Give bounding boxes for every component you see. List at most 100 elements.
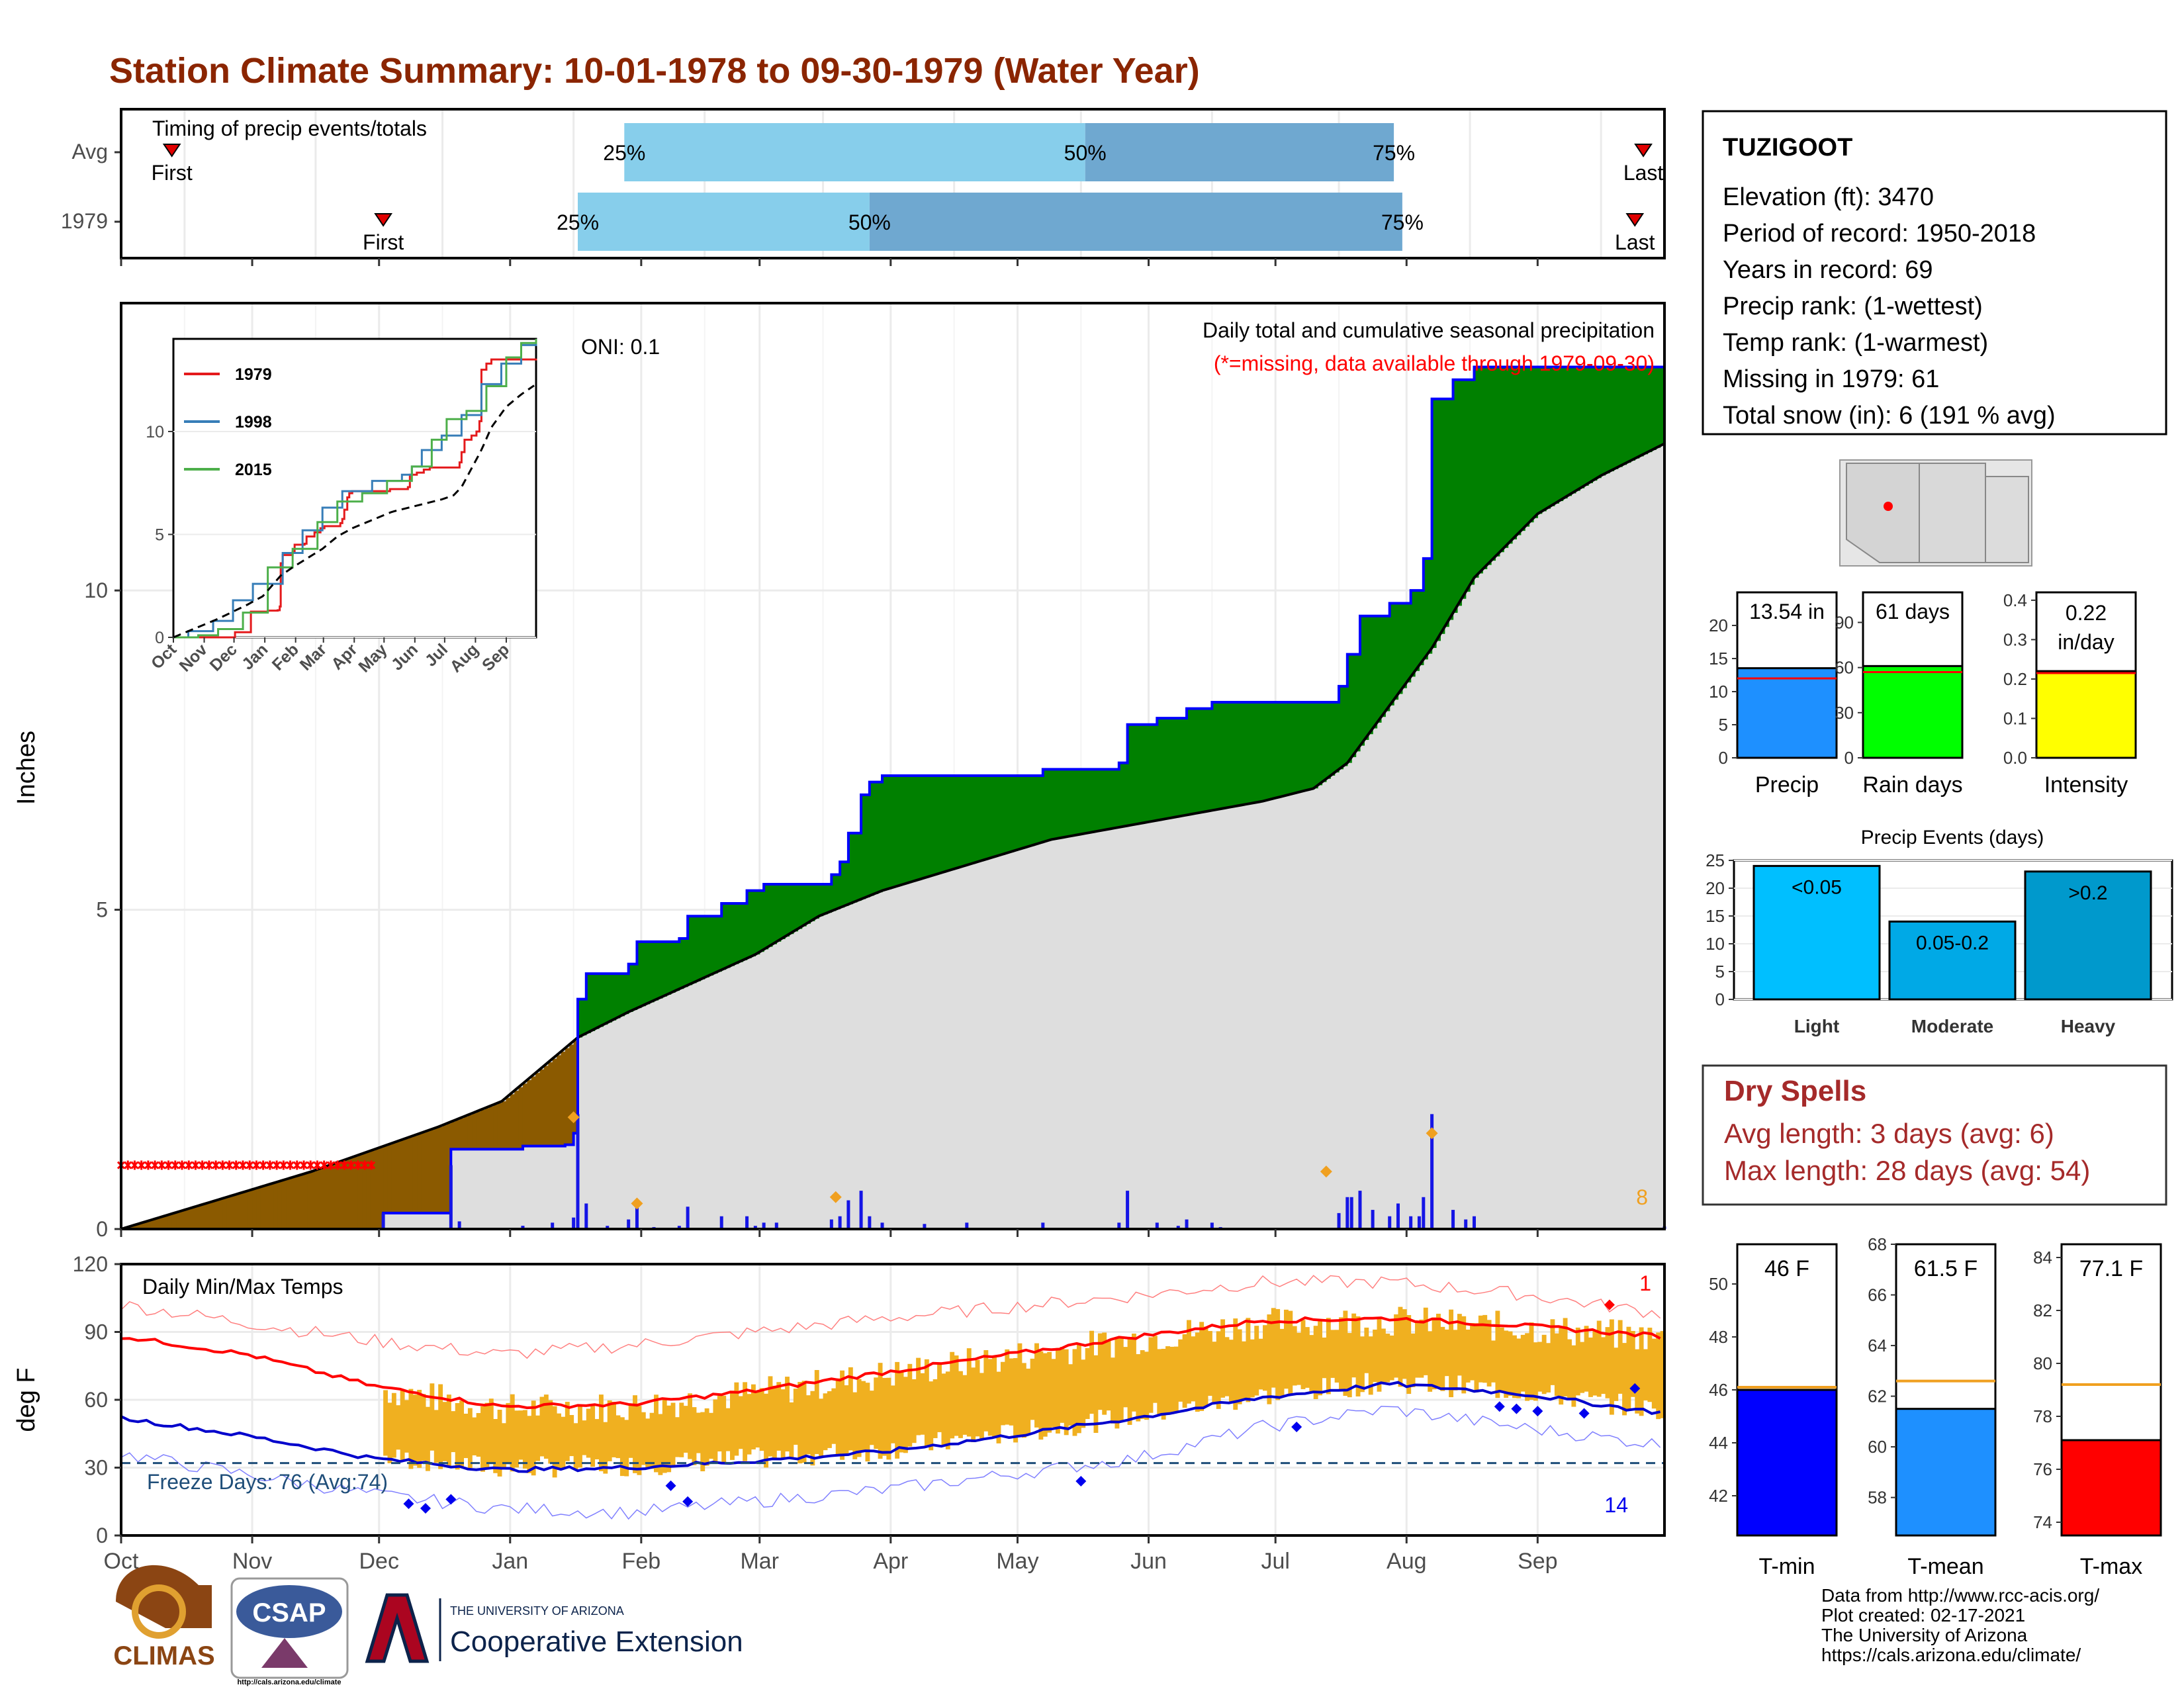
deficit-segment [463, 1117, 469, 1150]
surplus-segment [1520, 367, 1525, 531]
first-event-label: First [363, 230, 404, 254]
last-event-marker [1625, 213, 1645, 227]
surplus-segment [662, 941, 667, 997]
dry-spells-max: Max length: 28 days (avg: 54) [1724, 1155, 2090, 1186]
mini-bar-value: 0.22 [2066, 601, 2107, 625]
surplus-segment [1228, 702, 1234, 807]
daily-temp-bar [704, 1408, 709, 1466]
missing-data-marker [144, 1160, 152, 1170]
daily-temp-bar [1038, 1351, 1044, 1440]
daily-temp-bar [937, 1364, 942, 1432]
deficit-segment [476, 1111, 481, 1150]
daily-precip-bar [1371, 1210, 1375, 1229]
daily-precip-bar [745, 1216, 749, 1229]
daily-temp-bar [1465, 1329, 1471, 1383]
surplus-segment [945, 775, 950, 872]
surplus-segment [1242, 702, 1247, 805]
deficit-segment [210, 1202, 215, 1229]
mini-bar-y-tick-label: 0 [1719, 748, 1728, 768]
daily-precip-bar [846, 1200, 850, 1229]
surplus-segment [764, 884, 769, 950]
surplus-segment [624, 974, 629, 1015]
event-bar [2024, 870, 2152, 1001]
surplus-segment [1499, 367, 1504, 553]
daily-temp-bar [987, 1359, 993, 1436]
daily-temp-bar [1647, 1328, 1653, 1402]
surplus-segment [1021, 775, 1026, 848]
surplus-segment [1178, 718, 1183, 817]
surplus-segment [1478, 367, 1483, 574]
surplus-segment [619, 974, 625, 1017]
missing-data-marker [340, 1160, 349, 1170]
daily-temp-bar [1491, 1340, 1496, 1383]
daily-temp-bar [569, 1415, 574, 1457]
surplus-segment [776, 884, 782, 942]
surplus-segment [1626, 367, 1631, 463]
daily-precip-bar [677, 1226, 681, 1229]
missing-data-marker [273, 1160, 281, 1170]
surplus-segment [1009, 775, 1014, 852]
surplus-segment [1428, 558, 1433, 654]
surplus-segment [1643, 367, 1649, 455]
daily-temp-bar [400, 1389, 405, 1461]
deficit-segment [400, 1140, 405, 1213]
daily-temp-bar [1525, 1333, 1530, 1401]
daily-precip-bar [1409, 1216, 1413, 1229]
mini-bar-y-tick-label: 15 [1709, 649, 1728, 668]
surplus-segment [1106, 769, 1111, 830]
month-tick-label: Mar [740, 1549, 779, 1574]
timing-row-label: 1979 [61, 209, 108, 233]
deficit-segment [518, 1087, 523, 1150]
daily-temp-bar [598, 1394, 604, 1471]
deficit-segment [514, 1090, 520, 1150]
events-y-tick-label: 5 [1715, 962, 1725, 982]
missing-data-marker [158, 1160, 166, 1170]
daily-precip-bar [1349, 1197, 1353, 1229]
daily-temp-bar [1271, 1308, 1276, 1388]
surplus-segment [1271, 702, 1276, 800]
daily-temp-bar [615, 1415, 621, 1459]
missing-data-marker [299, 1160, 308, 1170]
daily-temp-bar [1571, 1345, 1576, 1407]
daily-temp-bar [412, 1394, 418, 1466]
daily-temp-bar [408, 1389, 414, 1469]
deficit-segment [171, 1213, 177, 1229]
daily-temp-bar [1076, 1343, 1081, 1434]
daily-temp-bar [1246, 1318, 1251, 1402]
daily-temp-bar [1385, 1334, 1390, 1383]
normal-tmin-line [120, 1381, 1661, 1473]
surplus-segment [1102, 769, 1107, 831]
daily-temp-bar [1191, 1336, 1196, 1402]
deficit-segment [341, 1161, 346, 1229]
surplus-segment [1127, 724, 1132, 826]
climas-logo-shape [116, 1565, 212, 1628]
surplus-segment [738, 903, 743, 962]
events-title: Precip Events (days) [1861, 827, 2044, 848]
surplus-segment [874, 782, 879, 894]
daily-temp-bar [764, 1393, 769, 1468]
daily-temp-bar [430, 1383, 435, 1451]
daily-temp-bar [1034, 1343, 1039, 1428]
daily-precip-bar [1417, 1216, 1421, 1229]
daily-temp-bar [1617, 1320, 1623, 1394]
daily-temp-bar [1415, 1322, 1420, 1378]
daily-temp-bar [776, 1382, 782, 1451]
deficit-segment [573, 1040, 578, 1134]
daily-temp-bar [1614, 1348, 1619, 1401]
surplus-segment [1123, 762, 1128, 827]
missing-data-marker [246, 1160, 254, 1170]
daily-temp-bar [1347, 1333, 1352, 1398]
temp-panel-title: Daily Min/Max Temps [142, 1275, 343, 1299]
cumulative-precip-line [121, 364, 1666, 1230]
surplus-segment [683, 938, 688, 987]
surplus-segment [1165, 718, 1171, 819]
daily-temp-bar [557, 1413, 561, 1470]
deficit-segment [324, 1167, 329, 1229]
missing-data-marker [130, 1160, 139, 1170]
missing-data-marker [334, 1160, 342, 1170]
deficit-segment [438, 1126, 443, 1213]
daily-temp-bar [480, 1406, 485, 1472]
surplus-segment [983, 775, 989, 860]
daily-temp-bar [751, 1384, 756, 1450]
surplus-segment [831, 874, 837, 911]
